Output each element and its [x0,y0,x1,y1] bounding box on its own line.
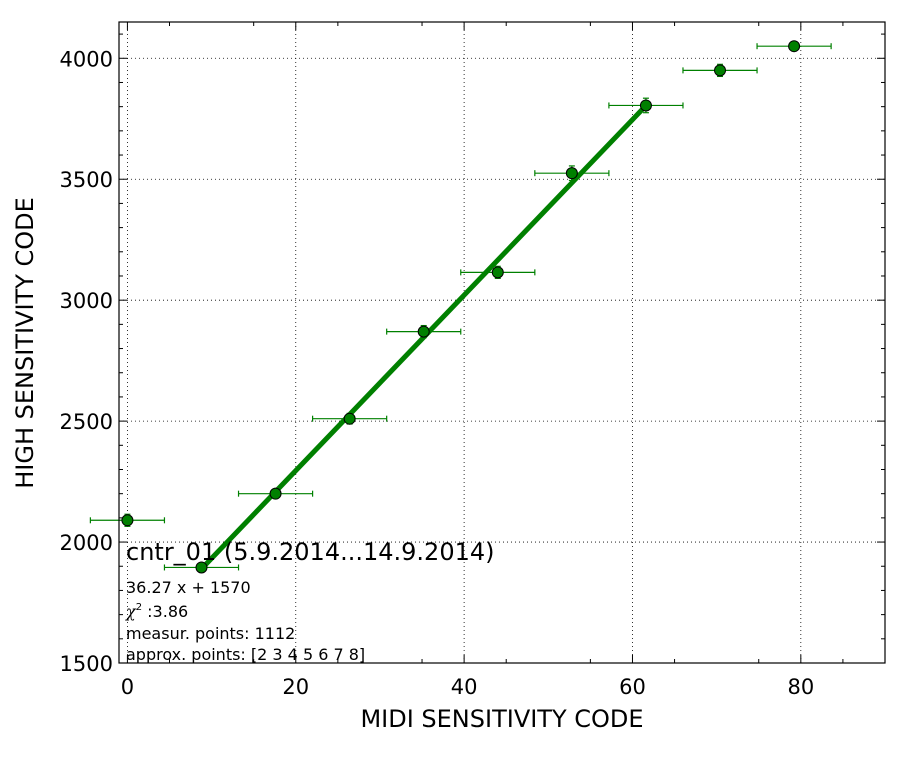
grid [119,22,885,663]
chi-superscript: 2 [136,602,142,613]
x-axis-title: MIDI SENSITIVITY CODE [360,705,643,733]
data-marker [121,514,134,527]
data-point [682,63,758,78]
data-marker [269,487,282,500]
data-point [386,324,462,339]
data-points-layer [89,40,832,574]
x-tick-label: 60 [619,675,646,699]
ticks [119,22,885,664]
data-point [756,40,832,53]
y-tick-label: 2500 [60,410,113,434]
y-tick-label: 1500 [60,652,113,676]
chi-value: :3.86 [142,602,188,621]
plot-frame [118,21,886,664]
y-tick-label: 4000 [60,47,113,71]
data-point [237,487,314,500]
data-marker [788,40,801,53]
data-marker [195,561,208,574]
data-marker [491,266,504,279]
tick-labels: 0 20 40 60 80 1500 2000 2500 3000 3500 4000 [60,47,815,699]
y-tick-label: 3500 [60,168,113,192]
data-point [163,561,240,574]
fit-annotation: cntr_01 (5.9.2014...14.9.2014) 36.27 x +… [125,538,494,664]
x-tick-label: 0 [121,675,134,699]
annotation-approx-points: approx. points: [2 3 4 5 6 7 8] [126,645,365,664]
x-tick-label: 40 [451,675,478,699]
y-tick-label: 3000 [60,289,113,313]
data-point [460,265,536,279]
annotation-measur-points: measur. points: 1112 [126,624,295,643]
data-point [312,412,388,425]
annotation-title: cntr_01 (5.9.2014...14.9.2014) [126,538,494,566]
y-tick-label: 2000 [60,531,113,555]
annotation-chi-square: χ2 :3.86 [125,602,188,621]
data-point [534,165,610,182]
data-point [608,97,684,114]
data-marker [714,64,727,77]
data-marker [343,412,356,425]
chi-symbol: χ [125,602,137,621]
data-marker [639,99,652,112]
annotation-equation: 36.27 x + 1570 [126,578,251,597]
y-axis-title: HIGH SENSITIVITY CODE [11,197,39,489]
data-marker [417,325,430,338]
data-point [89,513,166,527]
x-tick-label: 80 [787,675,814,699]
x-tick-label: 20 [282,675,309,699]
data-marker [565,167,578,180]
plot-background [119,22,885,663]
